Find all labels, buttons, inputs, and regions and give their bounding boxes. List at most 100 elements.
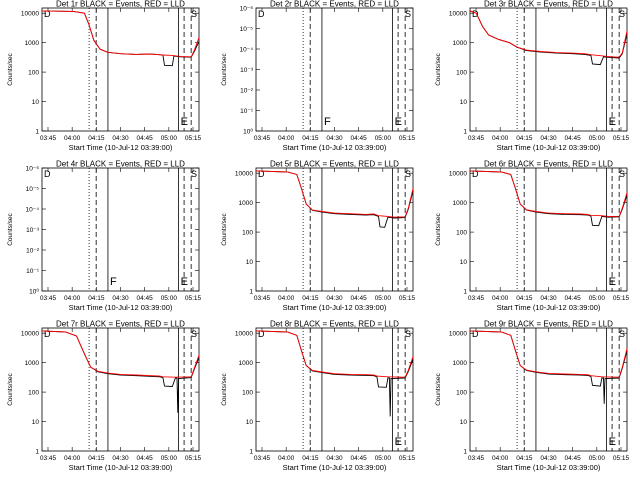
plot-frame	[41, 167, 200, 292]
x-tick-label: 05:15	[399, 455, 416, 462]
x-tick-label: 04:15	[88, 135, 105, 142]
lld-series-line	[255, 170, 414, 218]
y-tick-label: 10	[32, 419, 40, 426]
lld-series-line	[469, 170, 628, 217]
x-tick-label: 04:45	[351, 455, 368, 462]
x-axis-label: Start Time (10-Jul-12 03:39:00)	[283, 463, 387, 472]
x-tick-label: 04:00	[64, 135, 81, 142]
y-tick-label: 100	[242, 389, 253, 396]
y-tick-label: 10	[246, 419, 254, 426]
x-tick-label: 03:45	[40, 135, 57, 142]
y-tick-label: 10⁻³	[26, 227, 40, 234]
x-tick-label: 03:45	[468, 295, 485, 302]
y-tick-label: 1	[463, 288, 467, 295]
events-series-line	[469, 170, 628, 227]
y-tick-label: 10	[32, 99, 40, 106]
y-tick-label: 1000	[453, 40, 468, 47]
chart-title: Det 3r BLACK = Events, RED = LLD	[484, 0, 613, 9]
x-tick-label: 04:45	[565, 135, 582, 142]
y-tick-label: 100	[28, 389, 39, 396]
x-tick-label: 04:00	[278, 455, 295, 462]
x-tick-label: 04:45	[137, 135, 154, 142]
y-tick-label: 1000	[25, 360, 40, 367]
corner-label-right: S	[619, 169, 625, 179]
corner-label-left: D	[472, 9, 479, 19]
x-tick-label: 04:30	[112, 295, 129, 302]
x-tick-label: 05:15	[399, 295, 416, 302]
y-tick-label: 100	[456, 69, 467, 76]
chart-title: Det 9r BLACK = Events, RED = LLD	[484, 320, 613, 329]
x-tick-label: 04:45	[351, 295, 368, 302]
corner-label-right: S	[405, 9, 411, 19]
corner-label-left: D	[44, 329, 51, 339]
chart-panel-3: Det 3r BLACK = Events, RED = LLD Counts/s…	[435, 0, 630, 152]
chart-title: Det 6r BLACK = Events, RED = LLD	[484, 160, 613, 169]
x-axis-label: Start Time (10-Jul-12 03:39:00)	[69, 463, 173, 472]
x-tick-label: 04:00	[278, 295, 295, 302]
x-tick-label: 04:30	[326, 135, 343, 142]
corner-label-left: D	[258, 169, 265, 179]
corner-label-right: S	[619, 9, 625, 19]
y-tick-label: 10⁻³	[240, 67, 254, 74]
chart-title: Det 5r BLACK = Events, RED = LLD	[270, 160, 399, 169]
y-tick-label: 100	[28, 69, 39, 76]
x-tick-label: 03:45	[254, 455, 271, 462]
corner-label-right: S	[405, 169, 411, 179]
y-axis-label: Counts/sec	[221, 212, 228, 245]
plot-frame	[255, 7, 414, 132]
x-axis-label: Start Time (10-Jul-12 03:39:00)	[283, 143, 387, 152]
x-tick-label: 05:00	[375, 135, 392, 142]
x-tick-label: 04:15	[302, 295, 319, 302]
chart-panel-8: Det 8r BLACK = Events, RED = LLD Counts/s…	[221, 320, 416, 473]
x-tick-label: 04:45	[565, 455, 582, 462]
y-tick-label: 10⁻⁴	[240, 46, 254, 53]
y-tick-label: 10000	[21, 330, 39, 337]
chart-title: Det 4r BLACK = Events, RED = LLD	[56, 160, 185, 169]
x-tick-label: 04:15	[302, 455, 319, 462]
events-series-line	[41, 330, 200, 413]
y-tick-label: 10⁰	[29, 287, 39, 295]
x-tick-label: 05:00	[589, 455, 606, 462]
x-tick-label: 05:15	[185, 455, 202, 462]
x-tick-label: 05:00	[161, 295, 178, 302]
x-tick-label: 05:15	[399, 135, 416, 142]
y-tick-label: 10⁰	[243, 127, 253, 135]
corner-label-right: S	[191, 169, 197, 179]
y-tick-label: 100	[242, 229, 253, 236]
events-series-line	[255, 170, 414, 228]
y-axis-label: Counts/sec	[7, 372, 14, 405]
y-tick-label: 1000	[453, 200, 468, 207]
x-tick-label: 03:45	[254, 295, 271, 302]
plot-frame	[41, 7, 200, 132]
x-tick-label: 04:00	[64, 455, 81, 462]
y-tick-label: 1000	[239, 360, 254, 367]
events-series-line	[469, 330, 628, 404]
lld-series-line	[469, 330, 628, 378]
plot-frame	[255, 167, 414, 292]
y-tick-label: 10000	[21, 10, 39, 17]
plot-frame	[469, 167, 628, 292]
x-tick-label: 04:45	[137, 295, 154, 302]
events-series-line	[41, 10, 200, 67]
x-tick-label: 04:30	[540, 295, 557, 302]
x-tick-label: 03:45	[40, 295, 57, 302]
x-tick-label: 05:00	[589, 295, 606, 302]
corner-label-right: S	[619, 329, 625, 339]
chart-panel-4: Det 4r BLACK = Events, RED = LLD Counts/s…	[7, 160, 202, 313]
x-tick-label: 05:00	[375, 295, 392, 302]
x-tick-label: 04:15	[516, 455, 533, 462]
y-tick-label: 1	[35, 128, 39, 135]
y-tick-label: 100	[456, 229, 467, 236]
y-tick-label: 10000	[449, 170, 467, 177]
x-tick-label: 04:45	[565, 295, 582, 302]
y-axis-label: Counts/sec	[221, 52, 228, 85]
x-tick-label: 05:00	[375, 455, 392, 462]
chart-panel-1: Det 1r BLACK = Events, RED = LLD Counts/s…	[7, 0, 202, 152]
x-tick-label: 05:15	[613, 295, 630, 302]
plot-frame	[469, 7, 628, 132]
y-axis-label: Counts/sec	[435, 212, 442, 245]
x-tick-label: 05:15	[613, 135, 630, 142]
x-tick-label: 04:30	[112, 455, 129, 462]
chart-panel-2: Det 2r BLACK = Events, RED = LLD Counts/s…	[221, 0, 416, 152]
